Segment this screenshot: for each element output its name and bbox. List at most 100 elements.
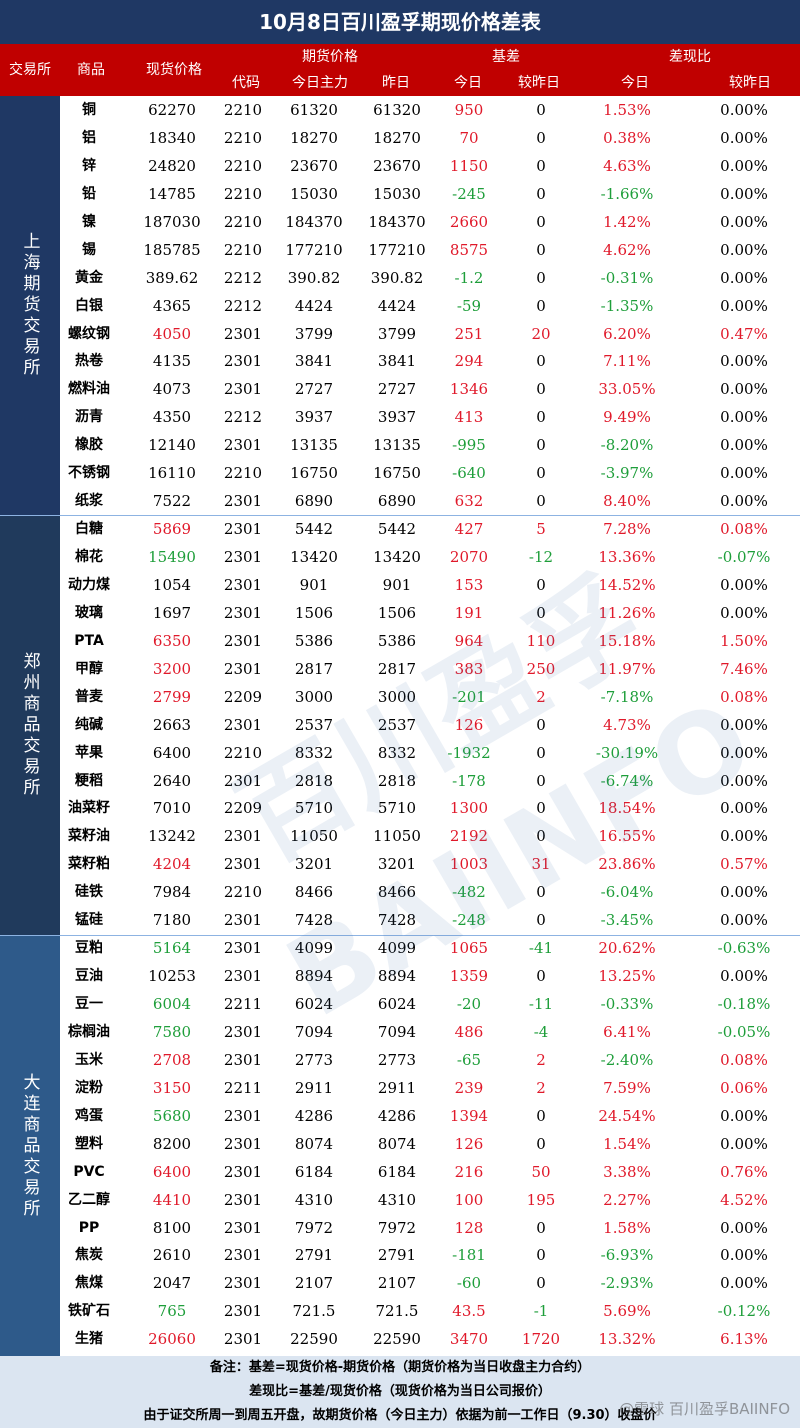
cell-ratio-delta: 0.00% xyxy=(720,715,768,734)
cell-ratio-today: 33.05% xyxy=(598,380,656,399)
cell-basis-today: -482 xyxy=(452,883,486,902)
cell-ratio-today: 4.62% xyxy=(603,240,651,259)
cell-basis-delta: 31 xyxy=(531,855,551,874)
cell-ratio-today: 20.62% xyxy=(598,939,656,958)
cell-code: 2301 xyxy=(223,827,263,846)
cell-spot: 8100 xyxy=(152,1218,192,1237)
header-basis-today: 今日 xyxy=(454,75,482,91)
table-row: 锌 24820 2210 23670 23670 1150 0 4.63% 0.00% xyxy=(60,151,800,180)
cell-today-main: 5710 xyxy=(294,799,334,818)
cell-ratio-today: -1.35% xyxy=(600,296,654,315)
cell-basis-today: 216 xyxy=(454,1162,484,1181)
cell-yesterday: 61320 xyxy=(373,101,421,119)
table-row: 苹果 6400 2210 8332 8332 -1932 0 -30.19% 0.00% xyxy=(60,738,800,767)
cell-ratio-delta: 0.00% xyxy=(720,743,768,762)
table-row: 锡 185785 2210 177210 177210 8575 0 4.62% 0.00% xyxy=(60,235,800,264)
cell-yesterday: 15030 xyxy=(373,184,421,203)
cell-name: 油菜籽 xyxy=(68,800,110,817)
table-row: 焦炭 2610 2301 2791 2791 -181 0 -6.93% 0.00% xyxy=(60,1241,800,1270)
table-row: 铅 14785 2210 15030 15030 -245 0 -1.66% 0.00% xyxy=(60,179,800,208)
cell-basis-delta: 0 xyxy=(536,715,546,734)
cell-basis-delta: 0 xyxy=(536,771,546,790)
cell-code: 2212 xyxy=(223,296,263,315)
cell-ratio-delta: 0.00% xyxy=(720,883,768,902)
table-row: 铝 18340 2210 18270 18270 70 0 0.38% 0.00% xyxy=(60,123,800,152)
cell-yesterday: 13420 xyxy=(373,548,421,566)
cell-basis-today: -60 xyxy=(456,1274,482,1293)
cell-basis-delta: 0 xyxy=(536,408,546,427)
cell-basis-today: 486 xyxy=(454,1022,484,1041)
header-today-main: 今日主力 xyxy=(292,75,348,91)
cell-name: 燃料油 xyxy=(68,381,110,398)
header-futures: 期货价格 xyxy=(302,49,358,65)
cell-yesterday: 8332 xyxy=(377,743,417,762)
cell-yesterday: 8894 xyxy=(377,967,417,986)
cell-name: 黄金 xyxy=(75,269,103,286)
table-body: 铜 62270 2210 61320 61320 950 0 1.53% 0.00% 铝 18340… xyxy=(60,96,800,1354)
cell-yesterday: 4099 xyxy=(377,939,417,958)
cell-ratio-delta: 4.52% xyxy=(720,1190,768,1209)
cell-ratio-delta: -0.12% xyxy=(717,1302,771,1321)
table-row: 棕榈油 7580 2301 7094 7094 486 -4 6.41% -0.05% xyxy=(60,1017,800,1046)
cell-spot: 2708 xyxy=(152,1050,192,1069)
cell-basis-today: -995 xyxy=(452,436,486,455)
cell-basis-today: 100 xyxy=(454,1190,484,1209)
credit-watermark: @雪球 百川盈孚BAIINFO xyxy=(619,1400,790,1418)
cell-ratio-delta: 6.13% xyxy=(720,1330,768,1349)
cell-name: 焦炭 xyxy=(75,1247,103,1264)
header-product: 商品 xyxy=(77,62,105,78)
cell-yesterday: 3000 xyxy=(377,687,417,706)
cell-today-main: 7428 xyxy=(294,911,334,930)
cell-ratio-today: 16.55% xyxy=(598,827,656,846)
cell-spot: 4410 xyxy=(152,1190,192,1209)
cell-today-main: 390.82 xyxy=(287,268,341,287)
cell-today-main: 4286 xyxy=(294,1106,334,1125)
cell-name: 普麦 xyxy=(75,688,103,705)
cell-ratio-delta: 0.00% xyxy=(720,101,768,119)
cell-basis-delta: 0 xyxy=(536,1246,546,1265)
cell-basis-delta: 0 xyxy=(536,1274,546,1293)
cell-name: 不锈钢 xyxy=(68,465,110,482)
cell-spot: 14785 xyxy=(148,184,196,203)
cell-basis-today: 2070 xyxy=(449,548,489,566)
cell-basis-today: 1394 xyxy=(449,1106,489,1125)
cell-ratio-delta: 0.00% xyxy=(720,352,768,371)
cell-ratio-today: 4.73% xyxy=(603,715,651,734)
cell-basis-delta: 2 xyxy=(536,1050,546,1069)
cell-basis-today: 126 xyxy=(454,715,484,734)
table-row: 玉米 2708 2301 2773 2773 -65 2 -2.40% 0.08% xyxy=(60,1045,800,1074)
cell-yesterday: 2791 xyxy=(377,1246,417,1265)
cell-basis-today: 2660 xyxy=(449,212,489,231)
cell-ratio-today: -6.04% xyxy=(600,883,654,902)
cell-ratio-today: 13.25% xyxy=(598,967,656,986)
cell-ratio-today: 8.40% xyxy=(603,492,651,511)
cell-today-main: 6890 xyxy=(294,492,334,511)
cell-today-main: 6024 xyxy=(294,995,334,1013)
header-spot: 现货价格 xyxy=(146,62,202,78)
cell-code: 2212 xyxy=(223,408,263,427)
cell-basis-delta: -41 xyxy=(528,939,554,958)
cell-basis-today: -1.2 xyxy=(454,268,484,287)
cell-basis-today: -245 xyxy=(452,184,486,203)
cell-yesterday: 6184 xyxy=(377,1162,417,1181)
cell-basis-today: 1003 xyxy=(449,855,489,874)
table-row: 豆一 6004 2211 6024 6024 -20 -11 -0.33% -0.18% xyxy=(60,990,800,1018)
cell-spot: 2640 xyxy=(152,771,192,790)
cell-ratio-today: 24.54% xyxy=(598,1106,656,1125)
cell-yesterday: 7094 xyxy=(377,1022,417,1041)
table-row: 铁矿石 765 2301 721.5 721.5 43.5 -1 5.69% -0.12% xyxy=(60,1297,800,1326)
cell-basis-delta: -4 xyxy=(533,1022,549,1041)
cell-basis-delta: 0 xyxy=(536,827,546,846)
table-row: 甲醇 3200 2301 2817 2817 383 250 11.97% 7.46% xyxy=(60,654,800,683)
table-row: 焦煤 2047 2301 2107 2107 -60 0 -2.93% 0.00% xyxy=(60,1269,800,1298)
cell-basis-today: -178 xyxy=(452,771,486,790)
cell-code: 2301 xyxy=(223,1162,263,1181)
table-row: 菜籽油 13242 2301 11050 11050 2192 0 16.55% 0.00% xyxy=(60,822,800,851)
cell-basis-today: -20 xyxy=(456,995,482,1013)
cell-yesterday: 4310 xyxy=(377,1190,417,1209)
cell-code: 2301 xyxy=(223,911,263,930)
cell-spot: 15490 xyxy=(148,548,196,566)
cell-code: 2301 xyxy=(223,631,263,650)
cell-yesterday: 16750 xyxy=(373,464,421,483)
cell-basis-today: 413 xyxy=(454,408,484,427)
